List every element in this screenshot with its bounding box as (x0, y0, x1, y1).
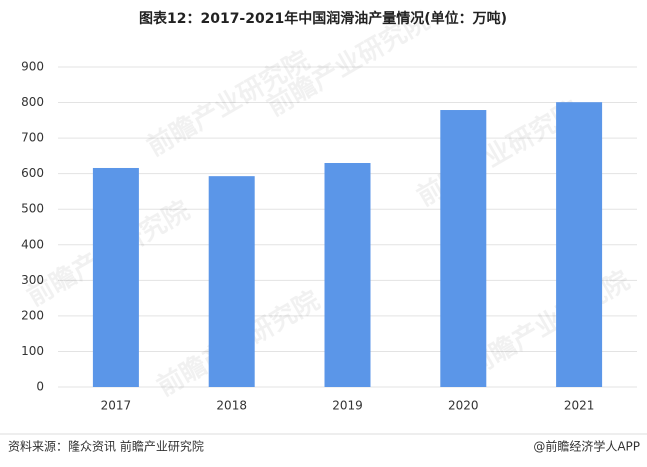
y-tick-label: 800 (21, 95, 44, 109)
y-tick-label: 700 (21, 131, 44, 145)
y-tick-label: 600 (21, 166, 44, 180)
x-tick-label: 2019 (332, 399, 363, 413)
y-tick-label: 200 (21, 308, 44, 322)
y-tick-label: 300 (21, 273, 44, 287)
bar (440, 110, 487, 388)
y-tick-label: 500 (21, 202, 44, 216)
y-tick-label: 900 (21, 60, 44, 74)
bar (208, 176, 255, 387)
bar (92, 167, 139, 387)
x-tick-label: 2021 (564, 399, 595, 413)
bar (324, 163, 371, 387)
y-tick-label: 400 (21, 237, 44, 251)
credit: @前瞻经济学人APP (533, 439, 640, 454)
bar (556, 102, 603, 387)
y-tick-label: 0 (36, 380, 44, 394)
chart-title: 图表12：2017-2021年中国润滑油产量情况(单位：万吨) (139, 10, 507, 27)
x-tick-label: 2017 (101, 399, 132, 413)
watermark: 前瞻产业研究院 (462, 265, 635, 383)
y-tick-label: 100 (21, 344, 44, 358)
x-tick-label: 2020 (448, 399, 479, 413)
x-tick-label: 2018 (216, 399, 247, 413)
source: 资料来源：隆众资讯 前瞻产业研究院 (8, 439, 204, 454)
